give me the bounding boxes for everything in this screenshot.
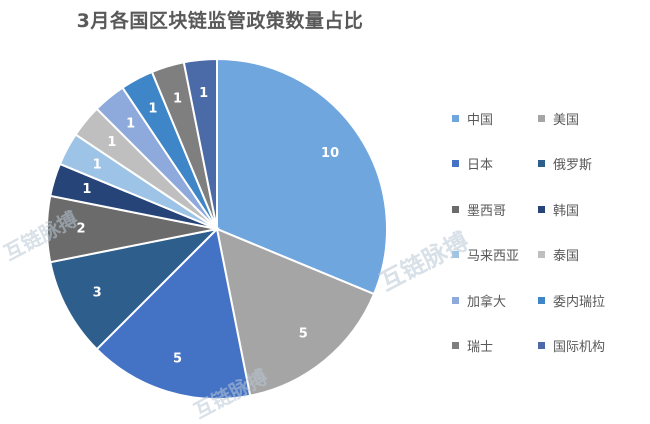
data-label-11: 1 (173, 91, 182, 106)
legend-swatch (538, 114, 545, 122)
legend-item-11: 瑞士 (452, 336, 538, 356)
legend-label: 委内瑞拉 (553, 294, 606, 310)
legend-label: 中国 (467, 112, 494, 128)
legend-swatch (538, 205, 545, 213)
legend-item-8: 泰国 (538, 245, 624, 265)
legend-item-4: 俄罗斯 (538, 154, 624, 174)
pie-slice-3 (95, 226, 252, 400)
chart-title: 3月各国区块链监管政策数量占比 (76, 10, 364, 32)
legend-item-2: 美国 (538, 108, 624, 128)
legend-label: 国际机构 (553, 340, 606, 356)
legend-swatch (452, 160, 459, 168)
legend-swatch (538, 296, 545, 304)
data-label-4: 3 (93, 286, 102, 301)
data-label-7: 1 (93, 157, 102, 172)
legend-label: 美国 (553, 112, 580, 128)
legend: 中国 美国日本 俄罗斯墨西哥 韩国马来西亚 泰国加拿大 委内瑞拉瑞士 国际机构 (452, 108, 624, 356)
legend-swatch (538, 251, 545, 259)
data-label-5: 2 (76, 222, 85, 237)
data-label-2: 5 (299, 327, 308, 342)
data-label-9: 1 (126, 116, 135, 131)
legend-swatch (452, 114, 459, 122)
legend-label: 俄罗斯 (553, 158, 593, 174)
legend-label: 韩国 (553, 203, 580, 219)
data-label-8: 1 (107, 135, 116, 150)
data-label-1: 10 (321, 146, 339, 161)
legend-swatch (452, 342, 459, 350)
legend-label: 墨西哥 (467, 203, 507, 219)
data-label-3: 5 (173, 352, 182, 367)
legend-swatch (452, 205, 459, 213)
legend-item-6: 韩国 (538, 199, 624, 219)
pie-slice-4 (49, 227, 221, 351)
legend-item-1: 中国 (452, 108, 538, 128)
legend-swatch (452, 296, 459, 304)
pie-slice-12 (182, 57, 218, 230)
legend-item-5: 墨西哥 (452, 199, 538, 219)
pie-slice-2 (215, 227, 376, 397)
legend-item-3: 日本 (452, 154, 538, 174)
legend-item-7: 马来西亚 (452, 245, 538, 265)
legend-swatch (538, 160, 545, 168)
legend-item-9: 加拿大 (452, 290, 538, 310)
legend-label: 日本 (467, 158, 494, 174)
legend-item-12: 国际机构 (538, 336, 624, 356)
legend-label: 加拿大 (467, 294, 507, 310)
legend-item-10: 委内瑞拉 (538, 290, 624, 310)
pie-slice-1 (216, 57, 388, 296)
data-label-12: 1 (199, 86, 208, 101)
legend-swatch (538, 342, 545, 350)
data-label-10: 1 (148, 102, 157, 117)
legend-swatch (452, 251, 459, 259)
legend-label: 瑞士 (467, 340, 494, 356)
legend-label: 马来西亚 (467, 249, 520, 265)
legend-label: 泰国 (553, 249, 580, 265)
data-label-6: 1 (82, 182, 91, 197)
